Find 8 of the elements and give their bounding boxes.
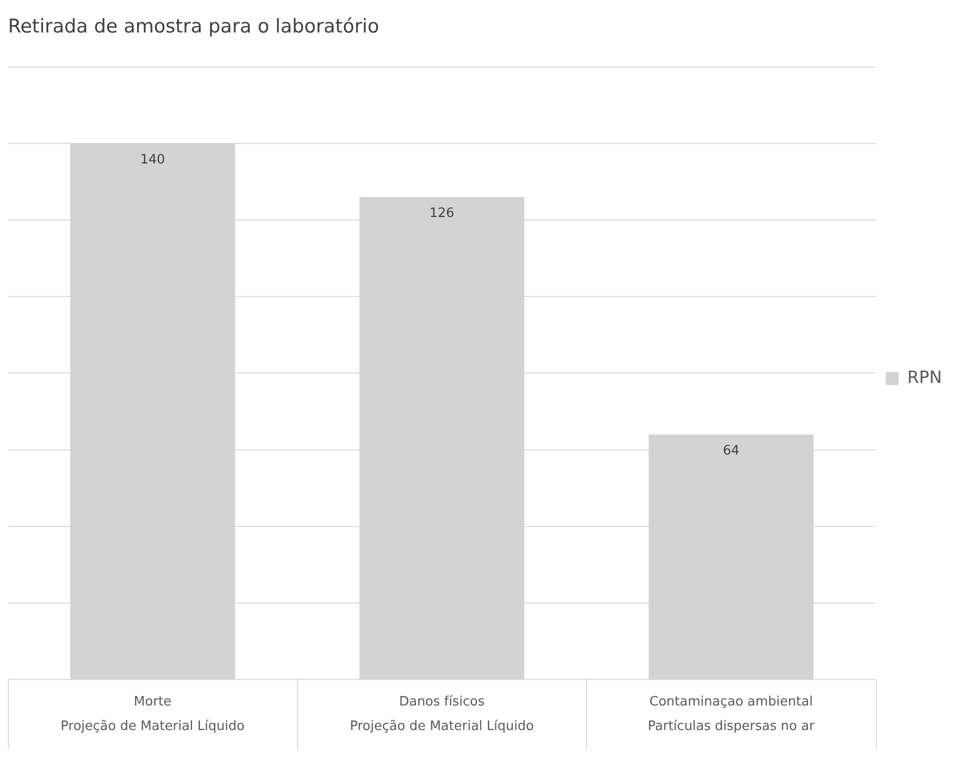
legend-label: RPN bbox=[907, 368, 942, 388]
data-label: 126 bbox=[429, 206, 454, 221]
x-tick-label: Danos físicos Projeção de Material Líquido bbox=[350, 694, 534, 734]
x-tick-label: Contaminaçao ambiental Partículas dispersas no ar bbox=[648, 694, 816, 734]
chart-title: Retirada de amostra para o laboratório bbox=[8, 15, 380, 38]
x-tick-label: Morte Projeção de Material Líquido bbox=[60, 694, 245, 734]
data-label: 64 bbox=[722, 443, 740, 458]
data-label: 140 bbox=[140, 152, 166, 168]
